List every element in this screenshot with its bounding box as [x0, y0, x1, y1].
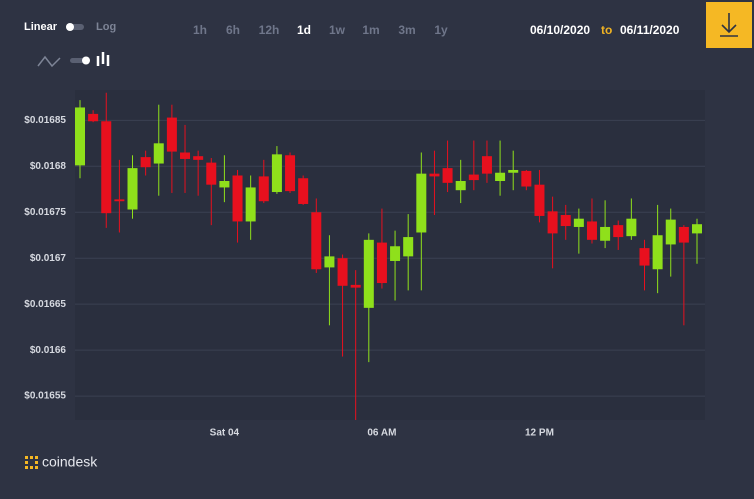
scale-log[interactable]: Log: [96, 21, 116, 33]
candle-body: [547, 211, 558, 234]
candle-body: [363, 239, 374, 308]
candle-body: [429, 173, 440, 177]
candle-body: [232, 175, 243, 222]
y-tick-label: $0.0167: [30, 253, 67, 264]
candle-body: [75, 107, 85, 166]
candle-body: [495, 172, 506, 182]
scale-linear[interactable]: Linear: [24, 21, 58, 33]
y-tick-label: $0.01685: [24, 115, 66, 126]
candle-body: [88, 113, 99, 122]
candle-body: [153, 143, 164, 164]
range-button[interactable]: 1w: [329, 23, 346, 37]
candle-body: [586, 221, 597, 240]
candle-body: [166, 117, 177, 152]
candle-body: [626, 218, 637, 237]
candle-body: [324, 256, 335, 268]
candle-body: [193, 156, 204, 160]
candle-body: [442, 168, 453, 183]
candle-body: [390, 246, 401, 261]
date-from[interactable]: 06/10/2020: [530, 23, 590, 37]
candle-body: [481, 156, 492, 174]
candle-body: [127, 168, 138, 210]
toggle-knob: [82, 56, 90, 65]
candle-body: [180, 152, 191, 159]
candle-body: [219, 181, 230, 188]
candle-body: [468, 174, 479, 181]
x-tick-label: 12 PM: [525, 428, 554, 439]
date-sep: to: [601, 23, 612, 37]
candle-body: [206, 162, 217, 185]
candle-body: [521, 170, 532, 187]
y-tick-label: $0.01675: [24, 207, 66, 218]
plot-area: [75, 90, 705, 420]
candle-body: [600, 226, 611, 241]
x-tick-label: 06 AM: [367, 428, 396, 439]
y-tick-label: $0.01655: [24, 391, 66, 402]
range-button[interactable]: 1h: [193, 23, 207, 37]
candle-body: [534, 184, 545, 216]
candle-body: [298, 178, 309, 204]
candle-body: [455, 181, 466, 191]
candle-body: [613, 225, 624, 238]
candle-body: [573, 218, 584, 227]
candle-body: [245, 187, 256, 222]
brand[interactable]: coindesk: [42, 454, 98, 470]
candle-body: [692, 224, 702, 234]
candle-body: [271, 154, 282, 193]
candle-body: [403, 237, 414, 257]
candle-chart-icon[interactable]: [96, 52, 110, 66]
toggle-knob: [66, 23, 74, 31]
candle-body: [101, 121, 112, 214]
candle-body: [639, 248, 650, 266]
candle-body: [350, 284, 361, 288]
candle-body: [678, 226, 689, 243]
range-button[interactable]: 1y: [434, 23, 448, 37]
candle-body: [665, 219, 676, 245]
download-icon: [720, 13, 738, 37]
range-button[interactable]: 3m: [398, 23, 415, 37]
candle-body: [140, 157, 151, 168]
y-tick-label: $0.01665: [24, 299, 66, 310]
range-button[interactable]: 1m: [362, 23, 379, 37]
date-to[interactable]: 06/11/2020: [620, 23, 680, 37]
y-tick-label: $0.0166: [30, 345, 67, 356]
range-button[interactable]: 1d: [297, 23, 311, 37]
candle-body: [337, 258, 348, 286]
y-tick-label: $0.0168: [30, 161, 67, 172]
coindesk-logo: [25, 456, 38, 469]
candle-body: [508, 169, 519, 173]
candle-body: [652, 235, 663, 270]
range-button[interactable]: 12h: [259, 23, 280, 37]
candle-body: [311, 212, 322, 270]
x-tick-label: Sat 04: [210, 428, 240, 439]
line-chart-icon[interactable]: [37, 55, 61, 68]
candle-body: [285, 155, 296, 192]
candle-body: [376, 242, 387, 284]
candle-body: [416, 173, 427, 233]
range-button[interactable]: 6h: [226, 23, 240, 37]
candle-body: [258, 176, 269, 202]
candle-body: [560, 215, 571, 227]
candle-body: [114, 199, 125, 202]
